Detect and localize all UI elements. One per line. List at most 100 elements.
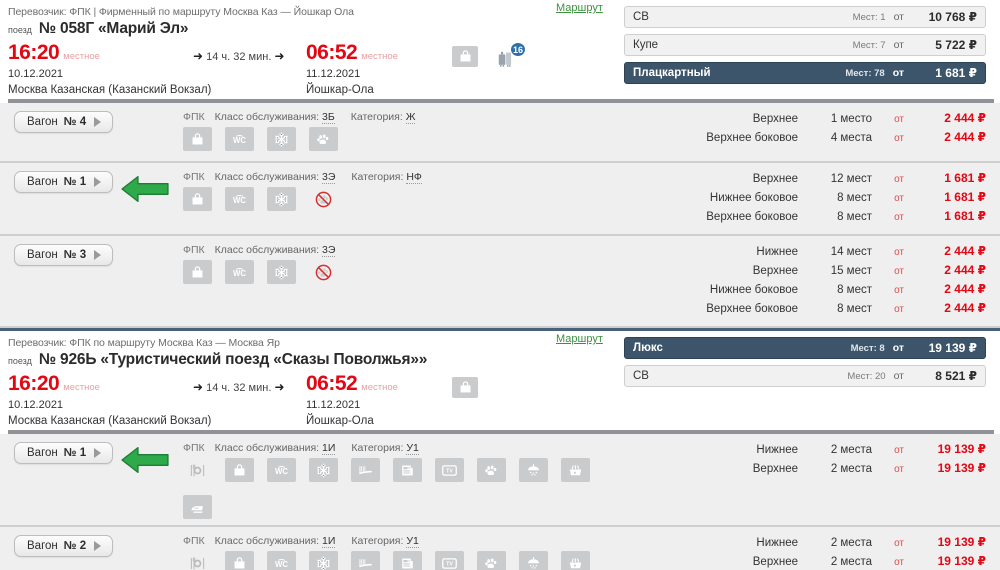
seat-price-prefix: от <box>894 266 904 277</box>
class-row-Купе[interactable]: Купе Мест: 7 от 5 722 ₽ <box>624 34 986 56</box>
meal-icon[interactable] <box>183 551 212 570</box>
wagon-class-line: ФПК Класс обслуживания: 1И Категория: У1 <box>183 442 605 455</box>
shower-icon[interactable] <box>519 551 548 570</box>
wagon-button-number: № 4 <box>63 116 87 128</box>
air-conditioning-icon[interactable] <box>267 127 296 151</box>
arrow-right-icon: ➜ <box>274 380 285 394</box>
shower-icon[interactable] <box>519 458 548 482</box>
wagon-row: Вагон № 1 ФПК Класс обслуживания: 1И Категор… <box>0 434 1000 527</box>
wc-icon[interactable]: WC <box>225 187 254 211</box>
wagon-service-class-label: Класс обслуживания: <box>214 535 320 547</box>
seat-price-row: Верхнее боковое 4 места от 2 444 ₽ <box>605 130 986 149</box>
seat-count: 4 места <box>830 132 872 144</box>
wc-icon[interactable]: WC <box>267 458 296 482</box>
chevron-right-icon <box>94 177 102 187</box>
wagon-select-button[interactable]: Вагон № 3 <box>14 244 114 266</box>
air-conditioning-icon[interactable] <box>267 260 296 284</box>
luggage-icon[interactable]: 16 <box>492 42 526 70</box>
wagon-service-class-value: 1И <box>322 442 336 455</box>
wagon-button-number: № 3 <box>63 249 87 261</box>
class-price: 1 681 ₽ <box>935 66 977 80</box>
seat-price-prefix: от <box>894 464 904 475</box>
no-pets-icon[interactable] <box>309 187 338 211</box>
seat-price-prefix: от <box>894 174 904 185</box>
air-conditioning-icon[interactable] <box>309 458 338 482</box>
wagon-select-button[interactable]: Вагон № 4 <box>14 111 114 133</box>
class-row-СВ[interactable]: СВ Мест: 1 от 10 768 ₽ <box>624 6 986 28</box>
seat-price-row: Нижнее боковое 8 мест от 2 444 ₽ <box>605 282 986 301</box>
class-name: СВ <box>633 11 649 23</box>
press-icon[interactable] <box>393 458 422 482</box>
wagon-select-button[interactable]: Вагон № 1 <box>14 171 114 193</box>
seat-type: Нижнее боковое <box>709 192 798 204</box>
tv-icon[interactable]: TV <box>435 551 464 570</box>
meal-icon[interactable] <box>183 458 212 482</box>
bag-icon[interactable] <box>225 551 254 570</box>
arrow-right-icon: ➜ <box>193 49 204 63</box>
wc-icon[interactable]: WC <box>225 260 254 284</box>
wagon-button-number: № 1 <box>63 447 87 459</box>
departure-time: 16:20 <box>8 41 60 64</box>
wagon-row: Вагон № 3 ФПК Класс обслуживания: 3Э WC Нижне… <box>0 236 1000 328</box>
wc-icon[interactable]: WC <box>225 127 254 151</box>
pets-allowed-icon[interactable] <box>477 551 506 570</box>
wc-icon[interactable]: WC <box>267 551 296 570</box>
wagon-category-label: Категория: <box>351 442 404 454</box>
seat-count: 12 мест <box>830 173 872 185</box>
bag-icon[interactable] <box>183 127 212 151</box>
bag-icon[interactable] <box>225 458 254 482</box>
wagon-category-value: У1 <box>406 442 419 455</box>
departure-station: Москва Казанская (Казанский Вокзал) <box>8 84 212 96</box>
seat-price: 1 681 ₽ <box>944 209 986 223</box>
seat-count: 2 места <box>830 556 872 568</box>
departure-date: 10.12.2021 <box>8 68 64 80</box>
train-block: Перевозчик: ФПК | Фирменный по маршруту … <box>0 2 1000 328</box>
chevron-right-icon <box>94 250 102 260</box>
duration-text: 14 ч. 32 мин. <box>206 382 272 394</box>
class-name: Плацкартный <box>633 67 711 79</box>
bag-icon[interactable] <box>183 187 212 211</box>
hygiene-kit-icon[interactable] <box>561 458 590 482</box>
press-icon[interactable] <box>393 551 422 570</box>
seat-price: 2 444 ₽ <box>944 111 986 125</box>
train-number: № 926Ь «Туристический поезд «Сказы Повол… <box>38 351 428 368</box>
wagon-select-button[interactable]: Вагон № 1 <box>14 442 114 464</box>
seat-price: 2 444 ₽ <box>944 263 986 277</box>
class-seats-count: Мест: 78 <box>845 67 885 79</box>
seat-price-table: Нижнее 2 места от 19 139 ₽ Верхнее 2 места от 1… <box>605 442 1000 519</box>
class-row-Люкс[interactable]: Люкс Мест: 8 от 19 139 ₽ <box>624 337 986 359</box>
class-row-СВ[interactable]: СВ Мест: 20 от 8 521 ₽ <box>624 365 986 387</box>
class-price-prefix: от <box>892 342 904 354</box>
tv-icon[interactable]: TV <box>435 458 464 482</box>
wagon-select-button[interactable]: Вагон № 2 <box>14 535 114 557</box>
route-link[interactable]: Маршрут <box>556 333 603 345</box>
bedding-icon[interactable] <box>351 458 380 482</box>
class-row-Плацкартный[interactable]: Плацкартный Мест: 78 от 1 681 ₽ <box>624 62 986 84</box>
air-conditioning-icon[interactable] <box>267 187 296 211</box>
air-conditioning-icon[interactable] <box>309 551 338 570</box>
bag-icon[interactable] <box>183 260 212 284</box>
seat-type: Верхнее боковое <box>706 132 798 144</box>
pets-allowed-icon[interactable] <box>309 127 338 151</box>
ironing-icon[interactable] <box>183 495 212 519</box>
seat-price-row: Верхнее боковое 8 мест от 1 681 ₽ <box>605 209 986 228</box>
class-price-prefix: от <box>892 67 904 79</box>
seat-price: 1 681 ₽ <box>944 171 986 185</box>
wagon-row: Вагон № 1 ФПК Класс обслуживания: 3Э Категор… <box>0 163 1000 236</box>
bedding-icon[interactable] <box>351 551 380 570</box>
no-pets-icon[interactable] <box>309 260 338 284</box>
seat-count: 2 места <box>830 444 872 456</box>
hygiene-kit-icon[interactable] <box>561 551 590 570</box>
departure-info: 16:20 местное 10.12.2021 Москва Казанская (… <box>8 372 211 427</box>
class-name: СВ <box>633 370 649 382</box>
bag-icon[interactable] <box>452 46 478 67</box>
route-link[interactable]: Маршрут <box>556 2 603 14</box>
wagon-category-value: Ж <box>405 111 416 124</box>
seat-price-table: Нижнее 2 места от 19 139 ₽ Верхнее 2 места от 1… <box>605 535 1000 570</box>
bag-icon[interactable] <box>452 377 478 398</box>
amenities-row: WC TV <box>183 458 605 519</box>
class-price-prefix: от <box>893 370 904 382</box>
seat-count: 8 мест <box>837 211 872 223</box>
section-divider <box>8 430 994 434</box>
pets-allowed-icon[interactable] <box>477 458 506 482</box>
